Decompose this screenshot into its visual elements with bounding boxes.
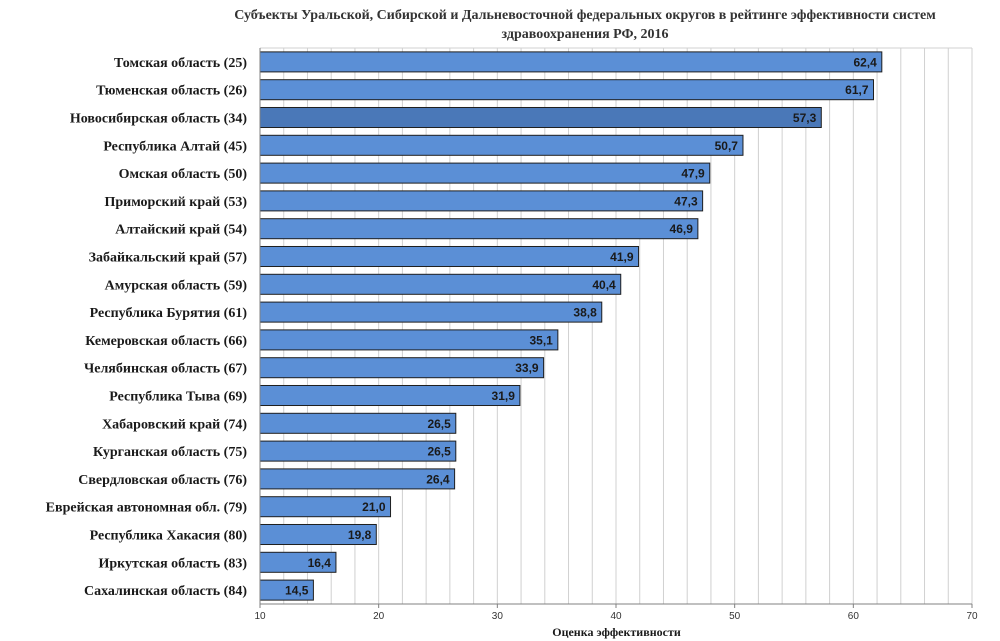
bar [259, 245, 640, 268]
x-tick-label: 60 [848, 611, 860, 622]
grid-lines [283, 48, 949, 604]
value-label: 26,4 [426, 472, 450, 486]
bar [259, 79, 875, 101]
category-label: Республика Тыва (69) [109, 390, 247, 405]
bar [259, 412, 457, 434]
category-label: Еврейская автономная обл. (79) [46, 501, 248, 516]
category-label: Иркутская область (83) [98, 556, 247, 571]
chart-title-line-1: Субъекты Уральской, Сибирской и Дальнево… [234, 8, 936, 23]
value-label: 31,9 [492, 389, 516, 403]
value-label: 40,4 [592, 278, 616, 292]
value-label: 41,9 [610, 250, 634, 264]
bars: 62,4 61,7 57,3 50,7 47,9 47,3 46,9 41,9 40,4 38,8… [259, 51, 883, 601]
category-label: Сахалинская область (84) [84, 584, 247, 599]
category-label: Хабаровский край (74) [102, 417, 247, 432]
category-label: Новосибирская область (34) [70, 112, 247, 127]
value-label: 61,7 [845, 83, 869, 97]
value-label: 26,5 [427, 445, 451, 459]
bar [259, 357, 545, 379]
bar [259, 273, 622, 295]
value-label: 33,9 [515, 361, 539, 375]
x-tick-label: 20 [373, 611, 385, 622]
x-tick-label: 30 [492, 611, 504, 622]
x-tick-label: 10 [254, 611, 266, 622]
bar [259, 134, 744, 156]
category-label: Кемеровская область (66) [85, 334, 247, 349]
bar [259, 329, 559, 351]
value-label: 35,1 [529, 333, 553, 347]
value-label: 50,7 [715, 139, 739, 153]
chart-title-line-2: здравоохранения РФ, 2016 [501, 27, 669, 42]
bar [259, 190, 704, 212]
value-label: 19,8 [348, 528, 372, 542]
category-label: Амурская область (59) [105, 278, 248, 293]
bar [259, 51, 883, 73]
category-label: Тюменская область (26) [96, 84, 247, 99]
value-label: 21,0 [362, 500, 386, 514]
bar [259, 440, 457, 462]
category-label: Республика Бурятия (61) [90, 306, 248, 321]
chart-title: Субъекты Уральской, Сибирской и Дальнево… [170, 6, 1000, 44]
category-label: Республика Хакасия (80) [90, 529, 248, 544]
x-tick-label: 50 [729, 611, 741, 622]
category-label: Забайкальский край (57) [89, 251, 248, 266]
category-label: Курганская область (75) [93, 445, 247, 460]
value-label: 16,4 [308, 556, 332, 570]
bar [259, 218, 699, 240]
bar [259, 301, 603, 323]
category-label: Свердловская область (76) [78, 473, 247, 488]
category-label: Томская область (25) [114, 56, 247, 71]
x-tick-label: 40 [610, 611, 622, 622]
category-label: Челябинская область (67) [84, 362, 247, 377]
value-label: 57,3 [793, 111, 817, 125]
value-label: 26,5 [427, 417, 451, 431]
value-label: 14,5 [285, 584, 309, 598]
bar [259, 384, 521, 407]
x-tick-label: 70 [966, 611, 978, 622]
value-label: 46,9 [670, 222, 694, 236]
category-label: Алтайский край (54) [115, 223, 247, 238]
value-label: 47,9 [681, 167, 705, 181]
x-axis-title: Оценка эффективности [552, 625, 681, 639]
value-label: 62,4 [853, 55, 877, 69]
bar [259, 106, 822, 129]
category-label: Республика Алтай (45) [103, 139, 247, 154]
axes: 10 20 30 40 50 60 70 Томская область (25) Тюменс… [46, 47, 978, 622]
value-label: 38,8 [573, 306, 597, 320]
bar [259, 162, 711, 184]
value-label: 47,3 [674, 194, 698, 208]
category-label: Приморский край (53) [104, 195, 247, 210]
category-label: Омская область (50) [119, 167, 248, 182]
